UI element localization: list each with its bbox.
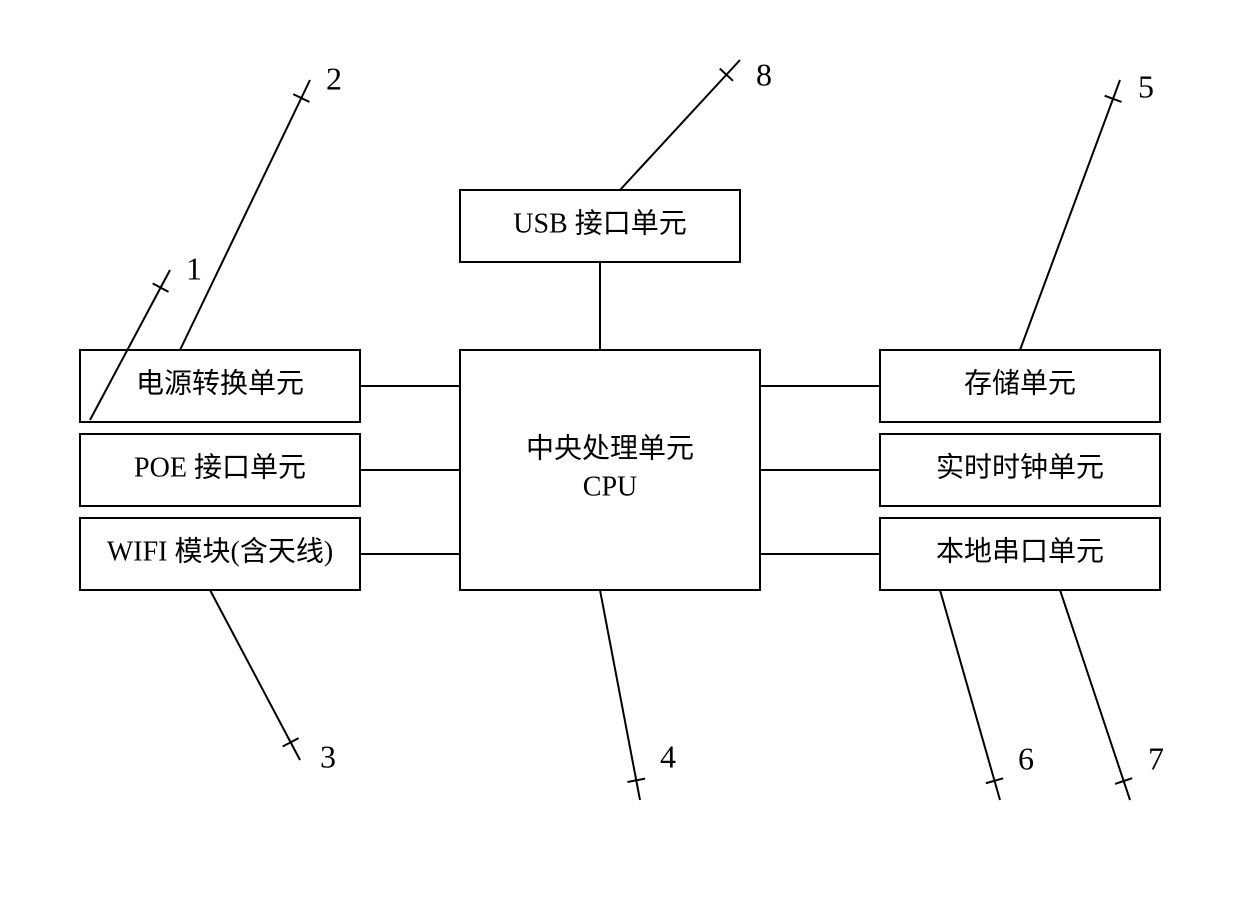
box-power-label: 电源转换单元: [136, 367, 304, 399]
leader-l5: 5: [1020, 68, 1154, 350]
box-cpu-label: 中央处理单元: [526, 433, 694, 465]
box-cpu-label: CPU: [583, 471, 637, 502]
box-wifi: WIFI 模块(含天线): [80, 518, 360, 590]
box-storage: 存储单元: [880, 350, 1160, 422]
leader-l8: 8: [620, 56, 772, 190]
box-serial: 本地串口单元: [880, 518, 1160, 590]
leader-label-6: 6: [1018, 740, 1034, 776]
box-poe: POE 接口单元: [80, 434, 360, 506]
leader-l3: 3: [210, 590, 336, 774]
box-poe-label: POE 接口单元: [134, 451, 306, 483]
leader-l4: 4: [600, 590, 676, 800]
box-cpu: 中央处理单元 CPU: [460, 350, 760, 590]
leader-label-7: 7: [1148, 740, 1164, 776]
box-usb-label: USB 接口单元: [513, 207, 686, 239]
leader-label-8: 8: [756, 56, 772, 92]
leader-label-4: 4: [660, 738, 676, 774]
box-rtc-label: 实时时钟单元: [936, 451, 1104, 483]
box-usb: USB 接口单元: [460, 190, 740, 262]
leader-label-2: 2: [326, 60, 342, 96]
leader-l7: 7: [1060, 590, 1164, 800]
box-wifi-label: WIFI 模块(含天线): [107, 535, 333, 567]
block-diagram: 电源转换单元 POE 接口单元 WIFI 模块(含天线) USB 接口单元中央处理单元…: [0, 0, 1239, 898]
box-storage-label: 存储单元: [964, 367, 1076, 399]
leader-label-1: 1: [186, 250, 202, 286]
leader-label-5: 5: [1138, 68, 1154, 104]
leader-label-3: 3: [320, 738, 336, 774]
box-serial-label: 本地串口单元: [936, 535, 1104, 567]
box-rtc: 实时时钟单元: [880, 434, 1160, 506]
leader-l6: 6: [940, 590, 1034, 800]
leader-l2: 2: [180, 60, 342, 350]
